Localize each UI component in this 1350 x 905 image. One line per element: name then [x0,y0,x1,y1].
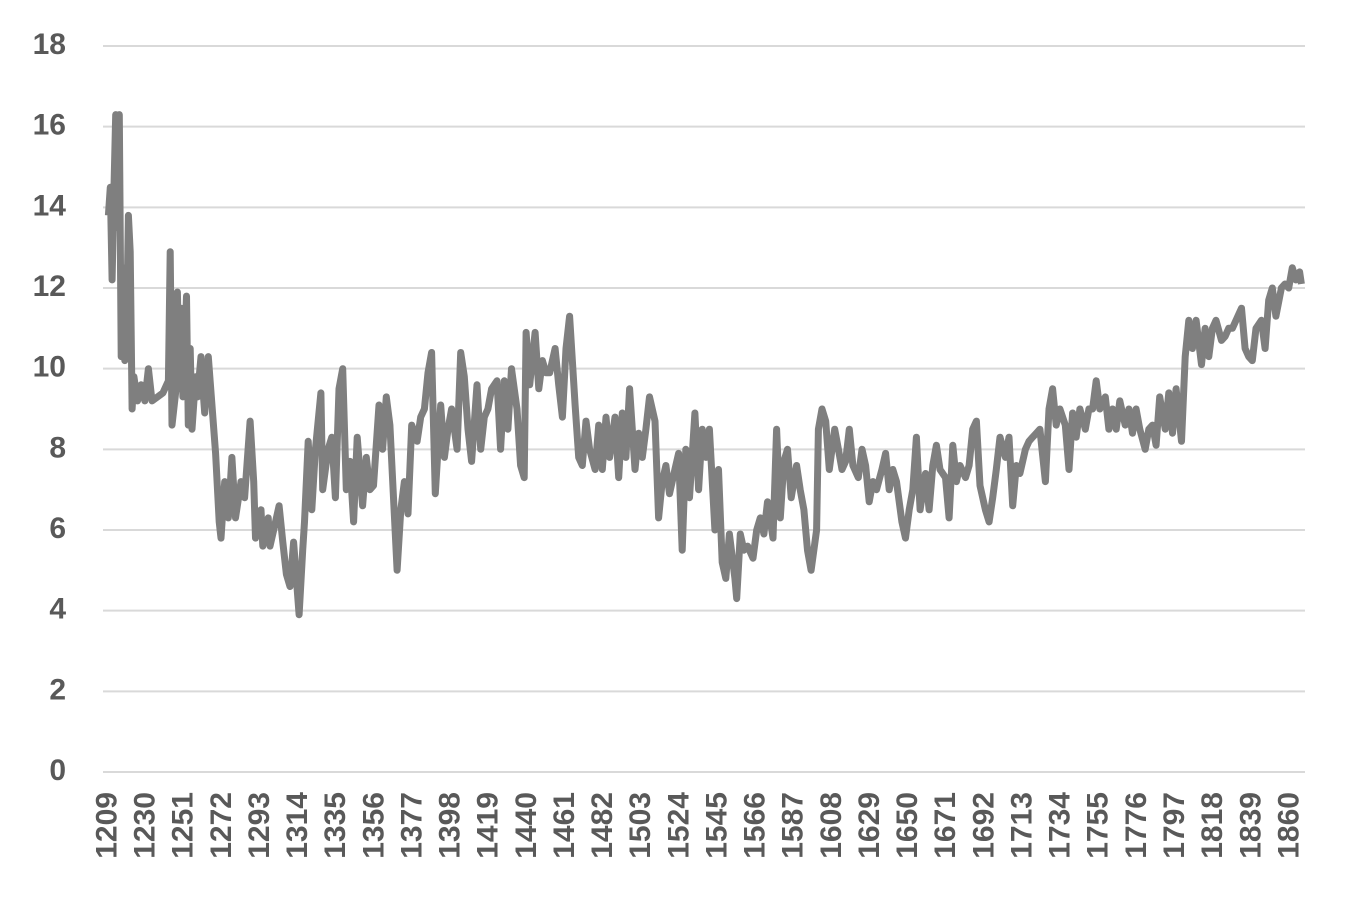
x-tick-label: 1587 [777,792,810,859]
x-tick-label: 1671 [929,792,962,859]
x-tick-label: 1566 [739,792,772,859]
x-tick-label: 1209 [90,792,123,859]
x-tick-label: 1650 [891,792,924,859]
x-tick-label: 1734 [1044,792,1077,859]
x-tick-label: 1356 [357,792,390,859]
x-tick-label: 1419 [472,792,505,859]
x-tick-label: 1545 [700,792,733,859]
x-tick-label: 1692 [967,792,1000,859]
x-tick-label: 1335 [319,792,352,859]
x-tick-label: 1377 [395,792,428,859]
y-tick-label: 18 [33,28,66,61]
data-line [104,111,1305,619]
y-tick-label: 14 [33,189,67,222]
x-tick-label: 1482 [586,792,619,859]
x-tick-label: 1314 [281,792,314,859]
y-tick-label: 16 [33,109,66,142]
x-tick-label: 1398 [434,792,467,859]
x-tick-label: 1608 [815,792,848,859]
y-tick-label: 2 [49,673,66,706]
x-tick-label: 1524 [662,792,695,859]
x-tick-label: 1713 [1005,792,1038,859]
x-tick-label: 1272 [205,792,238,859]
y-tick-label: 6 [49,512,66,545]
x-tick-label: 1797 [1158,792,1191,859]
y-tick-label: 8 [49,431,66,464]
y-tick-label: 0 [49,754,66,787]
y-tick-label: 4 [49,593,66,626]
y-tick-label: 12 [33,270,66,303]
x-tick-label: 1503 [624,792,657,859]
x-tick-label: 1251 [167,792,200,859]
x-tick-label: 1629 [853,792,886,859]
x-tick-label: 1776 [1120,792,1153,859]
x-tick-label: 1818 [1196,792,1229,859]
x-tick-label: 1461 [548,792,581,859]
x-tick-label: 1440 [510,792,543,859]
y-tick-label: 10 [33,351,66,384]
x-tick-label: 1230 [128,792,161,859]
x-tick-label: 1860 [1272,792,1305,859]
x-tick-label: 1839 [1234,792,1267,859]
x-tick-label: 1755 [1082,792,1115,859]
x-tick-label: 1293 [243,792,276,859]
